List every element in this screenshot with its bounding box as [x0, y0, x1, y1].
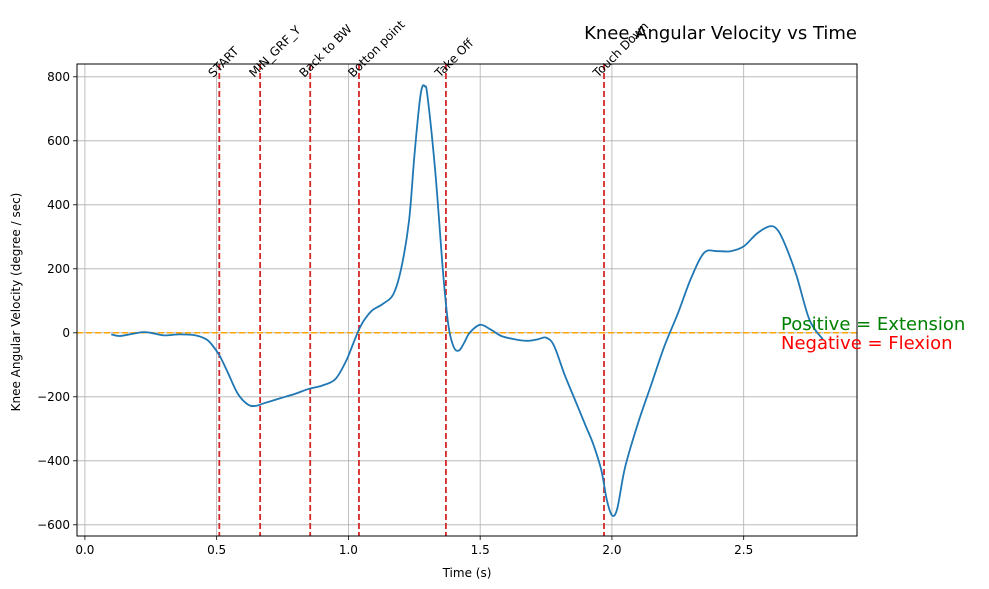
y-axis-label: Knee Angular Velocity (degree / sec): [9, 193, 23, 412]
x-tick-label: 2.5: [734, 543, 753, 557]
y-tick-label: 800: [47, 70, 70, 84]
plot-frame: [76, 63, 858, 537]
y-tick-label: 400: [47, 198, 70, 212]
y-tick-label: 600: [47, 134, 70, 148]
y-tick-label: −200: [37, 390, 70, 404]
y-tick-label: 0: [62, 326, 70, 340]
y-tick-label: −600: [37, 518, 70, 532]
chart-title: Knee Angular Velocity vs Time: [584, 23, 857, 44]
x-axis-label: Time (s): [442, 566, 492, 580]
negative-flexion-note: Negative = Flexion: [781, 333, 953, 354]
y-tick-label: −400: [37, 454, 70, 468]
x-tick-label: 0.0: [75, 543, 94, 557]
x-tick-label: 1.5: [471, 543, 490, 557]
y-axis-ticks: −600 −400 −200 0 200 400 600 800: [37, 70, 77, 532]
x-axis-ticks: 0.0 0.5 1.0 1.5 2.0 2.5: [75, 536, 753, 557]
x-tick-label: 0.5: [207, 543, 226, 557]
series-layer: [111, 84, 824, 517]
y-tick-label: 200: [47, 262, 70, 276]
x-tick-label: 2.0: [602, 543, 621, 557]
x-tick-label: 1.0: [339, 543, 358, 557]
series-line: [111, 84, 824, 517]
positive-extension-note: Positive = Extension: [781, 314, 965, 335]
